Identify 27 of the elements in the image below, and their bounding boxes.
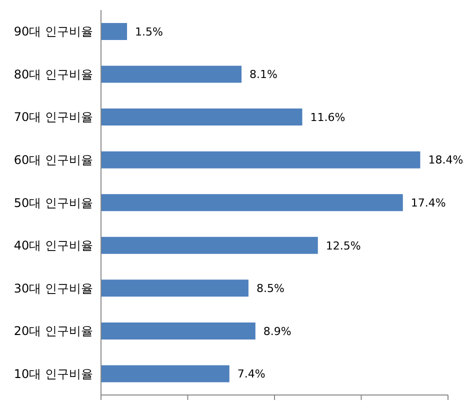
data-label: 12.5% bbox=[326, 239, 361, 252]
data-label: 18.4% bbox=[428, 154, 464, 167]
bar bbox=[101, 280, 248, 297]
y-tick-label: 70대 인구비율 bbox=[14, 110, 93, 124]
bar bbox=[101, 365, 230, 382]
y-tick-label: 60대 인구비율 bbox=[14, 152, 93, 167]
bar bbox=[101, 108, 302, 126]
bar bbox=[101, 66, 242, 83]
bar bbox=[101, 151, 420, 168]
y-tick-label: 10대 인구비율 bbox=[14, 366, 93, 381]
bar bbox=[101, 194, 403, 212]
data-label: 7.4% bbox=[237, 368, 266, 381]
y-tick-label: 20대 인구비율 bbox=[14, 324, 93, 338]
y-tick-label: 40대 인구비율 bbox=[14, 238, 93, 253]
data-label: 8.9% bbox=[263, 324, 292, 338]
data-label: 8.5% bbox=[256, 282, 284, 296]
data-label: 1.5% bbox=[135, 25, 163, 38]
bar bbox=[101, 236, 318, 254]
data-label: 11.6% bbox=[310, 110, 346, 124]
y-tick-label: 80대 인구비율 bbox=[14, 67, 93, 82]
y-tick-label: 50대 인구비율 bbox=[14, 196, 93, 210]
data-label: 17.4% bbox=[410, 196, 446, 210]
y-tick-label: 30대 인구비율 bbox=[14, 281, 93, 296]
data-label: 8.1% bbox=[250, 68, 278, 82]
bar bbox=[101, 322, 256, 340]
bar bbox=[101, 23, 128, 40]
y-tick-label: 90대 인구비율 bbox=[14, 24, 93, 39]
